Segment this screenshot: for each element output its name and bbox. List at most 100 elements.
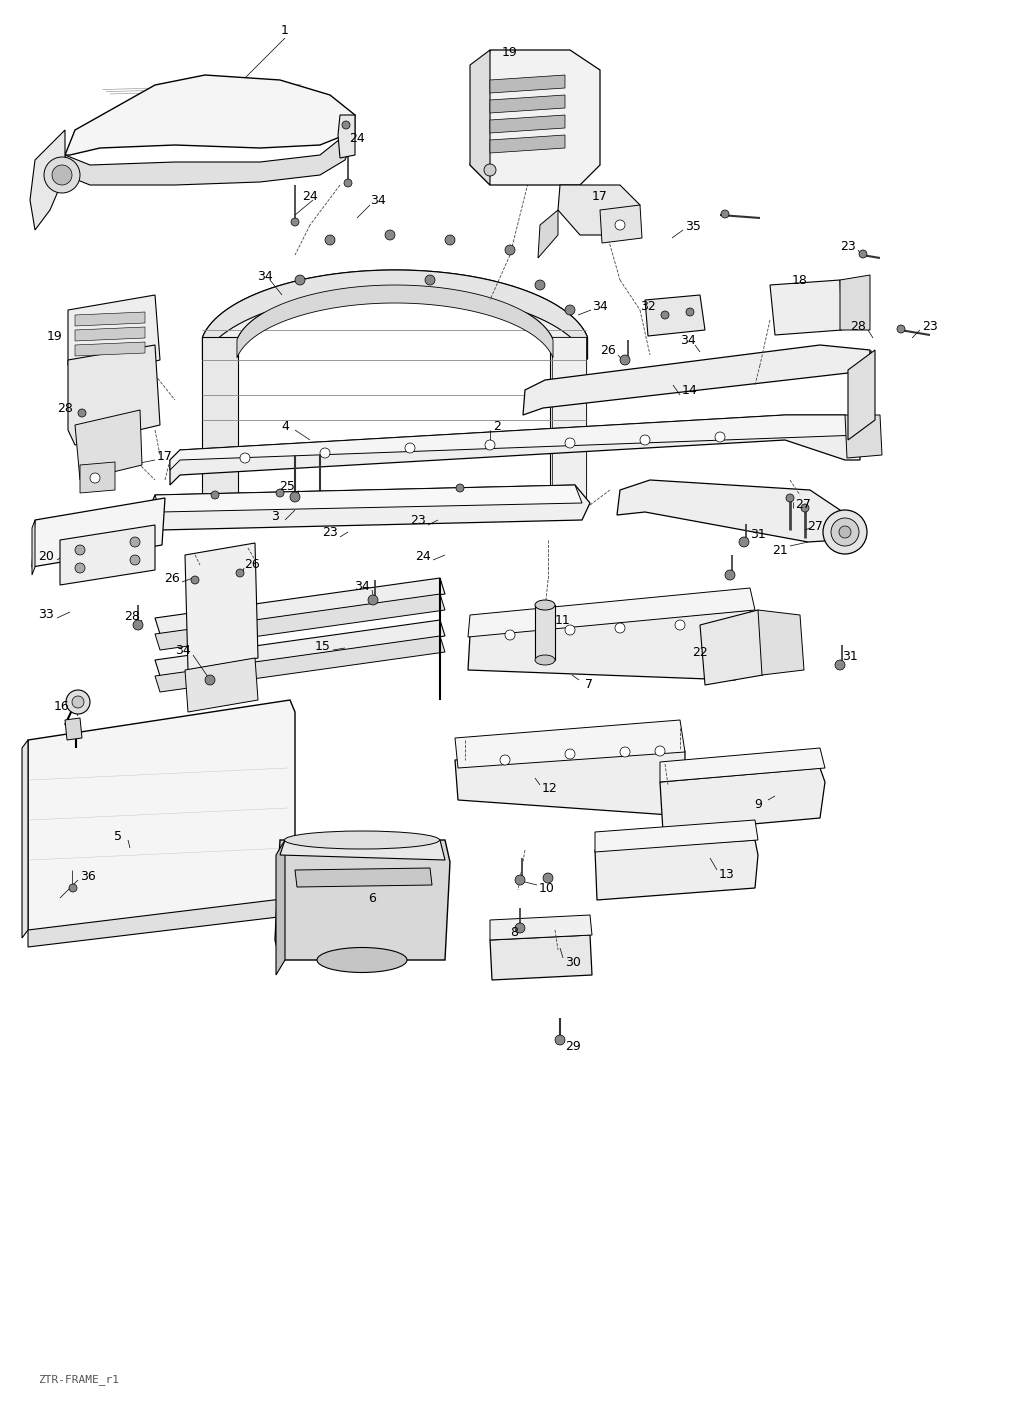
Text: 9: 9 (754, 797, 762, 810)
Polygon shape (65, 115, 355, 185)
Polygon shape (660, 768, 825, 832)
Text: 26: 26 (244, 558, 260, 571)
Polygon shape (595, 840, 758, 900)
Polygon shape (595, 820, 758, 852)
Polygon shape (455, 721, 685, 768)
Text: 5: 5 (114, 830, 122, 843)
Ellipse shape (535, 600, 555, 609)
Polygon shape (68, 345, 160, 444)
Polygon shape (276, 840, 285, 975)
Polygon shape (32, 498, 165, 567)
Text: 22: 22 (692, 645, 708, 658)
Circle shape (801, 504, 809, 513)
Text: 24: 24 (415, 550, 431, 562)
Text: 34: 34 (354, 580, 370, 592)
Text: 27: 27 (807, 520, 823, 533)
Polygon shape (558, 185, 640, 235)
Circle shape (786, 494, 794, 503)
Circle shape (75, 545, 85, 555)
Circle shape (543, 873, 553, 883)
Ellipse shape (535, 655, 555, 665)
Polygon shape (617, 480, 840, 543)
Text: 23: 23 (923, 319, 938, 332)
Polygon shape (470, 50, 490, 185)
Circle shape (456, 484, 464, 493)
Circle shape (325, 235, 335, 245)
Text: 19: 19 (502, 46, 518, 58)
Text: 18: 18 (792, 275, 808, 288)
Polygon shape (490, 75, 565, 93)
Text: 16: 16 (54, 699, 70, 712)
Polygon shape (490, 916, 592, 940)
Circle shape (505, 245, 515, 255)
Text: 33: 33 (38, 608, 54, 621)
Text: 34: 34 (592, 299, 608, 312)
Circle shape (72, 696, 84, 708)
Polygon shape (523, 345, 872, 414)
Circle shape (715, 431, 725, 441)
Text: 23: 23 (411, 514, 426, 527)
Polygon shape (65, 718, 82, 740)
Polygon shape (203, 271, 588, 340)
Polygon shape (75, 328, 145, 340)
Polygon shape (28, 899, 295, 947)
Polygon shape (758, 609, 804, 675)
Circle shape (535, 281, 545, 290)
Polygon shape (550, 337, 586, 503)
Circle shape (500, 755, 510, 765)
Circle shape (505, 629, 515, 639)
Circle shape (52, 165, 72, 185)
Text: 12: 12 (542, 783, 558, 796)
Text: 1: 1 (281, 24, 289, 37)
Polygon shape (22, 740, 28, 938)
Text: 10: 10 (539, 883, 555, 896)
Circle shape (211, 491, 219, 498)
Circle shape (319, 449, 330, 459)
Polygon shape (30, 130, 65, 231)
Text: 28: 28 (850, 319, 866, 332)
Polygon shape (170, 414, 860, 470)
Circle shape (236, 570, 244, 577)
Polygon shape (185, 658, 258, 712)
Circle shape (835, 659, 845, 671)
Circle shape (565, 439, 575, 449)
Text: 24: 24 (349, 131, 365, 144)
Polygon shape (155, 486, 582, 513)
Polygon shape (490, 135, 565, 152)
Text: 24: 24 (302, 189, 317, 202)
Text: 34: 34 (175, 645, 190, 658)
Polygon shape (295, 869, 432, 887)
Circle shape (385, 231, 395, 241)
Text: 11: 11 (555, 615, 570, 628)
Ellipse shape (285, 832, 439, 849)
Circle shape (675, 619, 685, 629)
Polygon shape (155, 637, 445, 692)
Circle shape (615, 219, 625, 231)
Circle shape (44, 157, 80, 194)
Polygon shape (468, 588, 755, 637)
Circle shape (130, 555, 140, 565)
Circle shape (445, 235, 455, 245)
Polygon shape (202, 337, 238, 503)
Text: 8: 8 (510, 926, 518, 938)
Polygon shape (538, 209, 558, 258)
Ellipse shape (317, 947, 407, 973)
Circle shape (655, 746, 665, 756)
Polygon shape (68, 295, 160, 380)
Circle shape (565, 749, 575, 759)
Circle shape (240, 453, 250, 463)
Text: 2: 2 (494, 420, 501, 433)
Circle shape (425, 275, 435, 285)
Polygon shape (470, 50, 600, 185)
Circle shape (897, 325, 905, 333)
Text: 32: 32 (640, 299, 656, 312)
Polygon shape (645, 295, 705, 336)
Circle shape (276, 488, 284, 497)
Text: 34: 34 (680, 335, 696, 347)
Polygon shape (80, 461, 115, 493)
Circle shape (406, 443, 415, 453)
Circle shape (839, 525, 851, 538)
Polygon shape (170, 414, 860, 486)
Circle shape (344, 179, 352, 187)
Text: 3: 3 (271, 510, 279, 523)
